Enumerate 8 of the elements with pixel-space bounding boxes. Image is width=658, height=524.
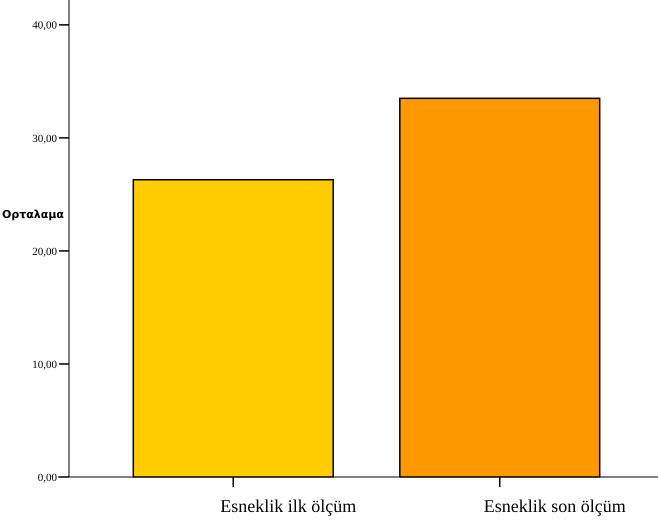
y-tick-label: 0,00 bbox=[38, 472, 58, 484]
y-tick-label: 40,00 bbox=[32, 20, 58, 32]
x-tick-label: Esneklik son ölçüm bbox=[484, 496, 626, 516]
x-tick-label: Esneklik ilk ölçüm bbox=[220, 496, 356, 516]
y-axis-title: Ορταλαμα bbox=[2, 208, 64, 221]
y-tick-label: 20,00 bbox=[32, 246, 58, 258]
y-tick-label: 30,00 bbox=[32, 132, 58, 145]
y-tick-label: 10,00 bbox=[32, 358, 58, 371]
